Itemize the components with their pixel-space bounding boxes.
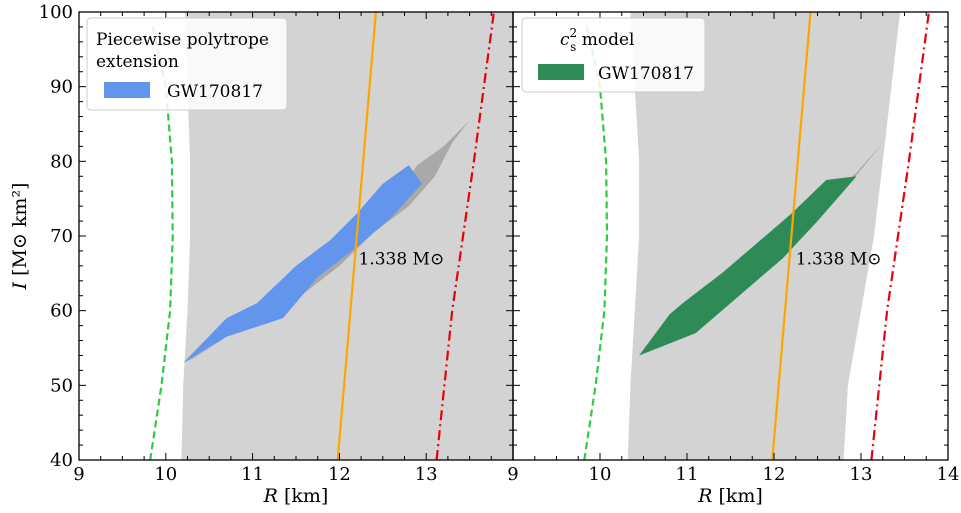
y-tick-label: 60 — [50, 301, 73, 322]
axis-ticks — [78, 11, 514, 461]
y-tick-label: 70 — [50, 226, 73, 247]
mass-annotation: 1.338 M⊙ — [796, 249, 882, 269]
legend-title: Piecewise polytrope — [96, 30, 269, 50]
x-tick-label: 10 — [154, 464, 177, 485]
plot-area — [583, 12, 930, 460]
left-panel: 9 10 11 12 13 40 50 60 70 80 90 100 R [km] 1.338 M⊙ Pi… — [39, 2, 514, 507]
x-tick-label: 9 — [73, 464, 84, 485]
legend-title: extension — [96, 52, 179, 72]
right-panel: 9 10 11 12 13 14 R [km] 1.338 M⊙ c2 s model GW1708… — [507, 11, 960, 507]
x-axis-label: R [km] — [263, 485, 329, 507]
legend-entry-label: GW170817 — [598, 64, 694, 84]
legend: c2 s model GW170817 — [521, 17, 706, 93]
x-tick-label: 13 — [415, 464, 438, 485]
plot-area — [149, 12, 513, 460]
dashdot-bound-line — [435, 12, 495, 460]
legend-swatch — [104, 82, 150, 98]
dashdot-bound-line — [870, 12, 930, 460]
x-axis-label: R [km] — [697, 485, 763, 507]
x-tick-label: 9 — [507, 464, 518, 485]
series-region-gw170817 — [639, 176, 857, 356]
legend-entry-label: GW170817 — [167, 82, 263, 102]
x-tick-label: 11 — [241, 464, 264, 485]
x-tick-label: 12 — [763, 464, 786, 485]
y-axis-label: I [M⊙ km²] — [9, 183, 31, 291]
mass-track-line — [336, 12, 377, 460]
legend-title: c2 s model — [560, 26, 634, 54]
mass-track-line — [771, 12, 812, 460]
mass-annotation: 1.338 M⊙ — [358, 249, 444, 269]
y-tick-label: 90 — [50, 77, 73, 98]
allowed-region-band — [627, 12, 901, 460]
x-tick-label: 11 — [676, 464, 699, 485]
y-tick-label: 100 — [39, 2, 73, 23]
y-tick-label: 80 — [50, 151, 73, 172]
y-tick-label: 50 — [50, 375, 73, 396]
y-axis-label-text: I [M⊙ km²] — [9, 183, 31, 291]
x-tick-label: 13 — [850, 464, 873, 485]
y-tick-label: 40 — [50, 450, 73, 471]
x-tick-label: 14 — [937, 464, 960, 485]
legend-swatch — [538, 64, 584, 80]
x-tick-label: 10 — [589, 464, 612, 485]
series-region-gw170817 — [183, 165, 422, 363]
x-tick-label: 12 — [328, 464, 351, 485]
